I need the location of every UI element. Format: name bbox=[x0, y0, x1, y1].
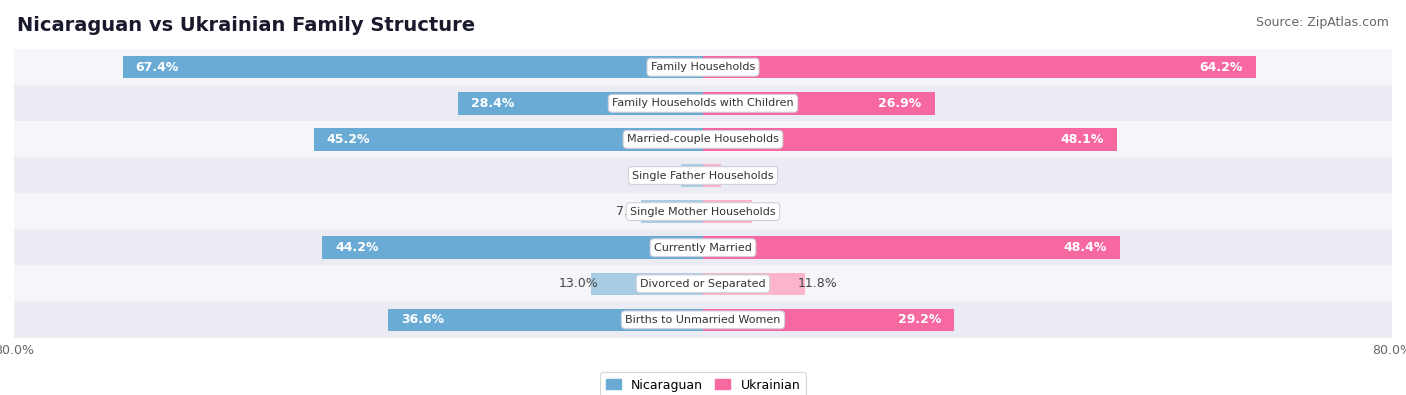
Text: 2.1%: 2.1% bbox=[714, 169, 747, 182]
Text: Births to Unmarried Women: Births to Unmarried Women bbox=[626, 315, 780, 325]
Text: 36.6%: 36.6% bbox=[401, 313, 444, 326]
Text: 44.2%: 44.2% bbox=[335, 241, 378, 254]
FancyBboxPatch shape bbox=[14, 85, 1392, 121]
Bar bbox=[122, 56, 703, 79]
Text: Divorced or Separated: Divorced or Separated bbox=[640, 279, 766, 289]
Text: 45.2%: 45.2% bbox=[326, 133, 370, 146]
FancyBboxPatch shape bbox=[14, 302, 1392, 338]
Text: 48.1%: 48.1% bbox=[1062, 133, 1104, 146]
FancyBboxPatch shape bbox=[14, 194, 1392, 229]
Text: 48.4%: 48.4% bbox=[1063, 241, 1107, 254]
Text: Currently Married: Currently Married bbox=[654, 243, 752, 253]
Bar bbox=[641, 200, 703, 223]
Text: 13.0%: 13.0% bbox=[558, 277, 598, 290]
Text: Single Father Households: Single Father Households bbox=[633, 171, 773, 181]
Bar bbox=[703, 92, 935, 115]
Bar bbox=[322, 237, 703, 259]
FancyBboxPatch shape bbox=[14, 229, 1392, 266]
Bar bbox=[703, 128, 1118, 150]
Text: 67.4%: 67.4% bbox=[135, 61, 179, 74]
Bar bbox=[703, 308, 955, 331]
Bar bbox=[458, 92, 703, 115]
Bar bbox=[703, 237, 1119, 259]
Text: 26.9%: 26.9% bbox=[879, 97, 922, 110]
Text: Family Households with Children: Family Households with Children bbox=[612, 98, 794, 108]
Text: Single Mother Households: Single Mother Households bbox=[630, 207, 776, 216]
Bar bbox=[388, 308, 703, 331]
Bar bbox=[703, 164, 721, 187]
Legend: Nicaraguan, Ukrainian: Nicaraguan, Ukrainian bbox=[599, 372, 807, 395]
Text: 29.2%: 29.2% bbox=[898, 313, 942, 326]
Text: 64.2%: 64.2% bbox=[1199, 61, 1243, 74]
Bar bbox=[703, 273, 804, 295]
Text: Nicaraguan vs Ukrainian Family Structure: Nicaraguan vs Ukrainian Family Structure bbox=[17, 16, 475, 35]
Bar bbox=[703, 56, 1256, 79]
Text: 2.6%: 2.6% bbox=[655, 169, 688, 182]
Text: Married-couple Households: Married-couple Households bbox=[627, 134, 779, 145]
Text: Family Households: Family Households bbox=[651, 62, 755, 72]
Text: 7.2%: 7.2% bbox=[616, 205, 648, 218]
Text: 11.8%: 11.8% bbox=[797, 277, 838, 290]
Text: 5.7%: 5.7% bbox=[745, 205, 778, 218]
Text: Source: ZipAtlas.com: Source: ZipAtlas.com bbox=[1256, 16, 1389, 29]
Bar bbox=[591, 273, 703, 295]
FancyBboxPatch shape bbox=[14, 121, 1392, 158]
Bar bbox=[703, 200, 752, 223]
FancyBboxPatch shape bbox=[14, 49, 1392, 85]
Bar bbox=[314, 128, 703, 150]
Text: 28.4%: 28.4% bbox=[471, 97, 515, 110]
Bar bbox=[681, 164, 703, 187]
FancyBboxPatch shape bbox=[14, 266, 1392, 302]
FancyBboxPatch shape bbox=[14, 158, 1392, 194]
